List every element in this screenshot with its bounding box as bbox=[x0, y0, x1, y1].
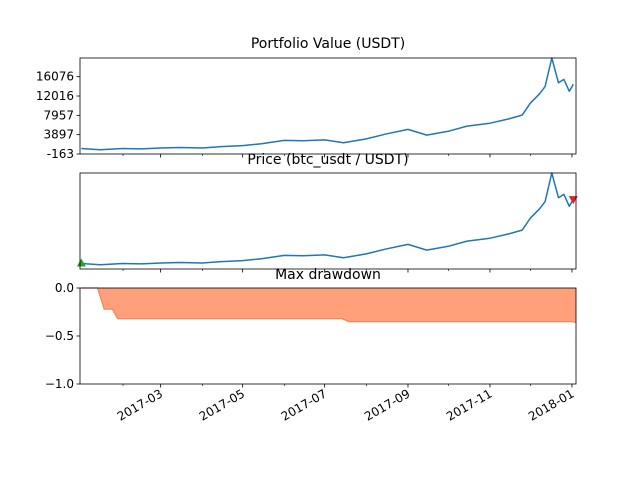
x-tick-label: 2017-03 bbox=[115, 386, 165, 423]
x-tick-label: 2017-07 bbox=[279, 386, 329, 423]
y-tick-label: −0.5 bbox=[45, 329, 74, 343]
sell-marker bbox=[568, 196, 578, 205]
y-tick-label: -163 bbox=[47, 147, 74, 161]
y-tick-label: 0.0 bbox=[55, 281, 74, 295]
drawdown-line bbox=[81, 287, 577, 324]
x-tick-label: 2017-11 bbox=[444, 386, 494, 423]
price-series-line bbox=[81, 172, 574, 266]
portfolio-panel: Portfolio Value (USDT) -163 3897 7957 12016 1… bbox=[36, 36, 577, 161]
y-tick-label: 7957 bbox=[43, 108, 74, 122]
drawdown-panel: Max drawdown 0.0 −0.5 −1.0 bbox=[45, 267, 577, 391]
x-tick-label: 2017-05 bbox=[197, 386, 247, 423]
price-title: Price (btc_usdt / USDT) bbox=[247, 152, 408, 168]
price-panel: Price (btc_usdt / USDT) bbox=[76, 152, 578, 273]
buy-marker bbox=[76, 258, 86, 267]
portfolio-title: Portfolio Value (USDT) bbox=[251, 36, 405, 52]
price-axes-frame bbox=[79, 172, 577, 270]
x-axis: 2017-03 2017-05 2017-07 2017-09 2017-11 2018-… bbox=[115, 386, 577, 423]
x-tick-label: 2017-09 bbox=[362, 386, 412, 423]
y-tick-label: −1.0 bbox=[45, 377, 74, 391]
x-tick-label: 2018-01 bbox=[526, 386, 576, 423]
drawdown-area bbox=[81, 288, 577, 323]
drawdown-title: Max drawdown bbox=[275, 267, 381, 283]
y-tick-label: 16076 bbox=[36, 70, 74, 84]
portfolio-axes-frame bbox=[79, 57, 577, 155]
drawdown-axes-frame bbox=[79, 287, 577, 385]
y-tick-label: 12016 bbox=[36, 89, 74, 103]
y-tick-label: 3897 bbox=[43, 128, 74, 142]
portfolio-series-line bbox=[81, 57, 574, 151]
